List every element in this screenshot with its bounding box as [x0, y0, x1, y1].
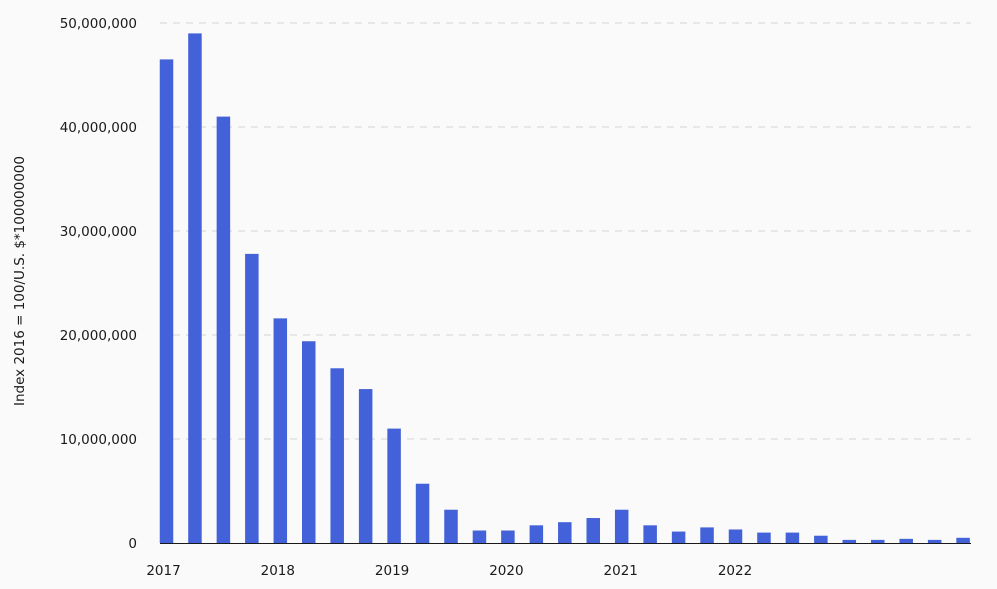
bar — [956, 537, 970, 543]
bar — [245, 253, 259, 543]
bar — [643, 525, 657, 543]
bar — [899, 538, 913, 543]
x-tick-label: 2020 — [489, 563, 523, 579]
bar — [273, 318, 288, 543]
bar — [444, 509, 458, 543]
bar — [700, 527, 714, 543]
bar — [302, 341, 316, 543]
x-tick-label: 2022 — [718, 563, 752, 579]
bar — [415, 483, 430, 543]
bar — [614, 509, 629, 543]
bars — [159, 33, 970, 544]
bar — [927, 539, 942, 543]
y-axis-title: Index 2016 = 100/U.S. $*100000000 — [12, 156, 28, 406]
bar — [842, 539, 857, 543]
bar — [586, 518, 600, 543]
bar — [757, 532, 771, 543]
x-tick-label: 2017 — [146, 563, 180, 579]
y-tick-label: 30,000,000 — [60, 224, 137, 240]
bar — [188, 33, 202, 544]
bar — [558, 522, 572, 543]
x-axis-ticks: 2017 2018 2019 2020 2021 2022 — [146, 563, 752, 579]
bar — [871, 539, 885, 543]
y-tick-label: 40,000,000 — [60, 120, 137, 136]
bar — [728, 529, 743, 543]
y-tick-label: 0 — [128, 536, 137, 552]
bar — [671, 531, 686, 543]
x-tick-label: 2021 — [604, 563, 638, 579]
bar — [814, 535, 828, 543]
bar — [472, 530, 487, 543]
y-tick-label: 50,000,000 — [60, 16, 137, 32]
y-axis-ticks: 0 10,000,000 20,000,000 30,000,000 40,000,00… — [60, 16, 137, 552]
y-tick-label: 20,000,000 — [60, 328, 137, 344]
bar — [785, 532, 800, 543]
bar — [330, 368, 344, 543]
bar — [216, 116, 231, 543]
bar — [529, 525, 544, 543]
x-tick-label: 2018 — [261, 563, 295, 579]
bar — [159, 59, 174, 544]
x-tick-label: 2019 — [375, 563, 409, 579]
bar — [501, 530, 515, 543]
bar — [387, 428, 401, 543]
y-tick-label: 10,000,000 — [60, 432, 137, 448]
bar — [358, 389, 373, 543]
gridlines — [160, 22, 971, 440]
